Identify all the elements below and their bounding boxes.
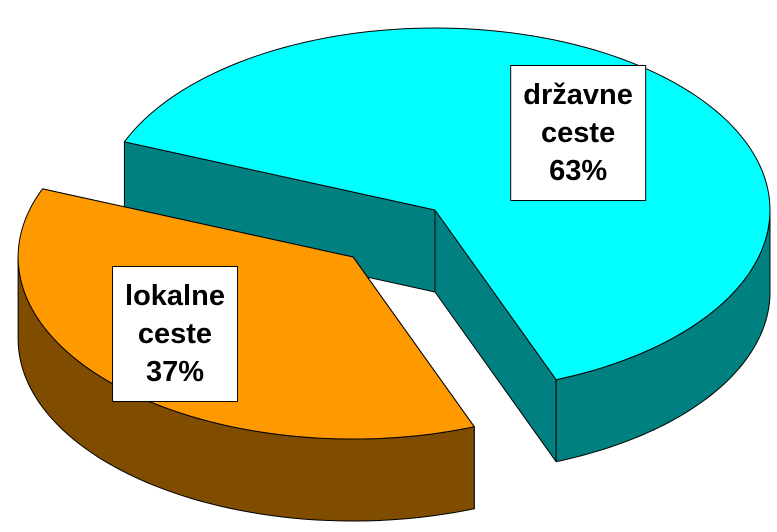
data-label: lokalne ceste 37% (112, 265, 238, 402)
label-category: lokalne ceste (125, 279, 225, 350)
label-value: 37% (145, 355, 204, 388)
data-label: državne ceste 63% (510, 65, 646, 202)
label-value: 63% (549, 155, 608, 188)
label-category: državne ceste (523, 79, 633, 150)
pie-slice (17, 188, 475, 522)
